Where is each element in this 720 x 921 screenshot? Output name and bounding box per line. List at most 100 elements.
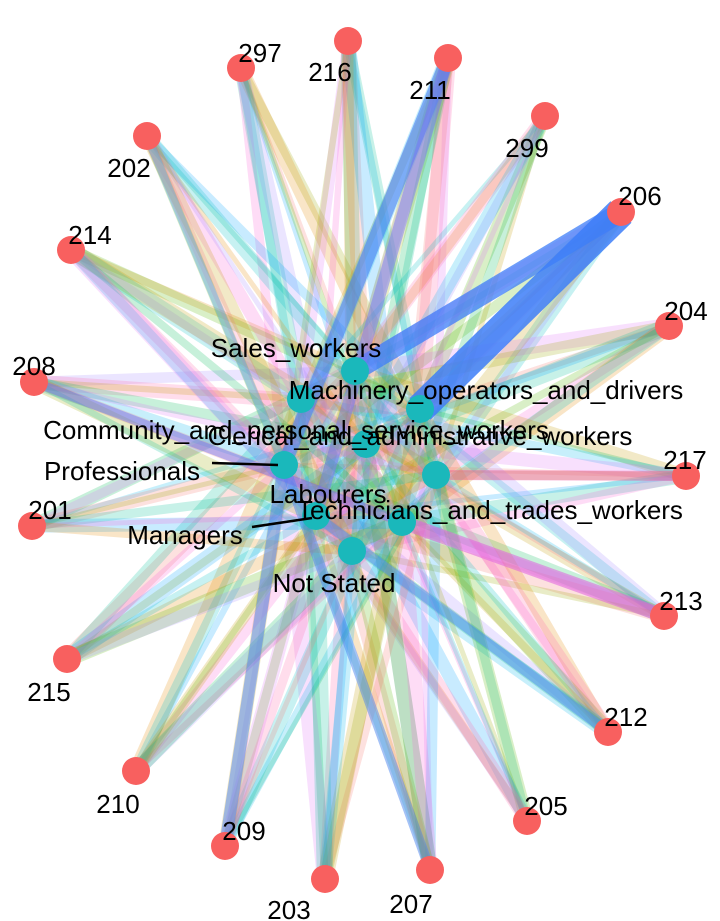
outer-label-216: 216 xyxy=(308,57,351,87)
edge-204-professionals xyxy=(280,322,673,469)
heavy-edge-217-labourers xyxy=(435,470,687,481)
edge-297-labourers xyxy=(234,61,443,482)
edge-208-notstated xyxy=(30,378,356,555)
edge-203-professionals xyxy=(275,456,334,888)
edge-201-labourers xyxy=(27,470,441,531)
edge-214-technicians xyxy=(67,246,406,526)
outer-node-203 xyxy=(311,865,339,893)
edge-207-notstated xyxy=(346,545,436,876)
inner-label-managers: Managers xyxy=(127,520,243,550)
inner-node-technicians xyxy=(388,508,416,536)
inner-label-community: Community_and_personal_service_workers xyxy=(43,415,549,445)
outer-label-209: 209 xyxy=(222,816,265,846)
inner-label-sales: Sales_workers xyxy=(211,333,382,363)
edge-210-professionals xyxy=(130,459,290,777)
edge-216-technicians xyxy=(340,33,410,530)
outer-label-211: 211 xyxy=(409,75,450,105)
outer-label-206: 206 xyxy=(618,181,661,211)
inner-node-machinery xyxy=(406,395,434,423)
outer-label-215: 215 xyxy=(27,677,70,707)
outer-label-214: 214 xyxy=(68,220,111,250)
outer-label-213: 213 xyxy=(659,586,702,616)
edge-217-sales xyxy=(348,364,693,483)
edge-297-professionals xyxy=(236,63,289,470)
inner-node-notstated xyxy=(338,537,366,565)
outer-label-217: 217 xyxy=(663,445,706,475)
outer-label-201: 201 xyxy=(28,495,71,525)
edge-201-clerical xyxy=(25,437,373,533)
edge-212-community xyxy=(292,390,617,741)
edge-299-technicians xyxy=(397,111,550,527)
edge-209-machinery xyxy=(218,402,427,853)
edge-215-notstated xyxy=(61,545,358,665)
edge-203-clerical xyxy=(319,438,372,885)
edge-297-managers xyxy=(236,63,321,521)
edge-205-sales xyxy=(352,368,530,824)
outer-label-297: 297 xyxy=(238,38,281,68)
outer-node-208 xyxy=(20,368,48,396)
edge-213-labourers xyxy=(432,471,668,620)
outer-node-210 xyxy=(122,757,150,785)
edge-203-notstated xyxy=(321,547,356,883)
edge-217-community xyxy=(296,394,691,481)
edge-205-clerical xyxy=(363,441,530,824)
inner-node-managers xyxy=(302,502,330,530)
edge-217-machinery xyxy=(417,406,689,479)
edge-215-labourers xyxy=(61,469,442,665)
heavy-edge-206-machinery xyxy=(409,201,632,420)
outer-label-202: 202 xyxy=(107,153,150,183)
outer-node-209 xyxy=(211,832,239,860)
edge-203-machinery xyxy=(316,400,429,888)
edge-210-notstated xyxy=(128,543,360,779)
outer-node-201 xyxy=(18,512,46,540)
inner-node-community xyxy=(287,385,315,413)
edge-210-machinery xyxy=(130,403,426,777)
edge-207-clerical xyxy=(358,436,438,878)
edge-208-community xyxy=(30,378,305,403)
outer-node-207 xyxy=(416,856,444,884)
inner-node-clerical xyxy=(352,430,380,458)
edge-208-clerical xyxy=(28,376,372,450)
edge-212-labourers xyxy=(427,466,617,741)
edge-217-clerical xyxy=(359,437,693,483)
heavy-edge-202-professionals xyxy=(143,134,288,467)
edge-208-machinery xyxy=(26,374,428,417)
edge-203-community xyxy=(297,395,329,883)
outer-node-205 xyxy=(513,807,541,835)
edge-205-notstated xyxy=(345,544,534,828)
heavy-edge-208-technicians xyxy=(32,377,404,527)
edge-212-machinery xyxy=(414,403,614,738)
outer-node-202 xyxy=(133,122,161,150)
edge-202-professionals xyxy=(142,131,289,470)
outer-node-299 xyxy=(531,102,559,130)
edge-212-technicians xyxy=(398,518,612,736)
inner-label-labourers: Labourers xyxy=(269,479,386,509)
heavy-edge-206-sales xyxy=(349,203,627,380)
heavy-edge-207-professionals xyxy=(279,463,435,872)
edge-217-notstated xyxy=(347,471,691,556)
outer-node-217 xyxy=(672,462,700,490)
outer-node-297 xyxy=(227,54,255,82)
outer-node-216 xyxy=(334,27,362,55)
edge-201-community xyxy=(27,394,306,531)
inner-label-professionals: Professionals xyxy=(44,456,200,486)
edge-216-community xyxy=(295,35,354,405)
edge-216-sales xyxy=(340,33,363,379)
edge-217-professionals xyxy=(281,462,689,479)
edge-214-sales xyxy=(67,246,359,375)
outer-label-203: 203 xyxy=(267,895,310,921)
edge-203-labourers xyxy=(321,471,440,883)
edge-205-managers xyxy=(311,511,532,826)
leader-line-managers xyxy=(251,516,313,529)
edge-202-sales xyxy=(144,133,358,374)
inner-label-clerical: Clerical_and_administrative_workers xyxy=(208,421,633,451)
edge-208-labourers xyxy=(30,378,440,479)
heavy-edge-213-technicians xyxy=(399,515,667,623)
edge-202-notstated xyxy=(140,129,359,558)
outer-label-204: 204 xyxy=(664,296,707,326)
inner-node-labourers xyxy=(422,461,450,489)
outer-label-212: 212 xyxy=(604,702,647,732)
edge-208-sales xyxy=(28,365,361,388)
edge-297-community xyxy=(234,61,308,406)
